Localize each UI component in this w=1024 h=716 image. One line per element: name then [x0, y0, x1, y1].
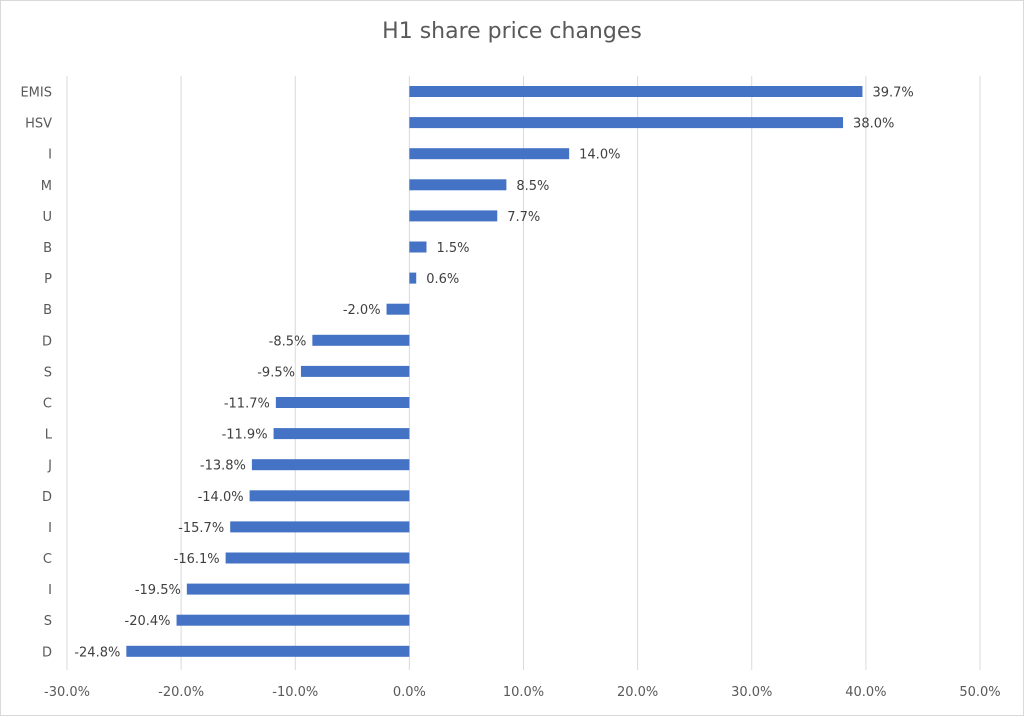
data-label: 0.6% — [426, 272, 459, 287]
category-label: S — [44, 365, 52, 380]
category-label: P — [44, 272, 52, 287]
bar — [409, 210, 498, 222]
bar — [186, 583, 410, 595]
bar — [273, 428, 410, 440]
bar — [409, 179, 507, 191]
x-tick-label: 0.0% — [393, 685, 426, 700]
data-label: -8.5% — [269, 334, 307, 349]
bar — [300, 365, 410, 377]
bar — [409, 117, 844, 129]
x-tick-label: -10.0% — [272, 685, 318, 700]
category-label: I — [48, 521, 52, 536]
category-label: I — [48, 148, 52, 163]
x-tick-label: 10.0% — [503, 685, 544, 700]
data-label: -13.8% — [200, 459, 246, 474]
category-label: C — [43, 552, 52, 567]
category-label: M — [41, 179, 52, 194]
data-label: 7.7% — [507, 210, 540, 225]
category-label: U — [42, 210, 52, 225]
category-label: J — [47, 459, 52, 474]
data-label: -9.5% — [257, 365, 295, 380]
x-tick-label: 20.0% — [617, 685, 658, 700]
data-label: -15.7% — [178, 521, 224, 536]
data-label: -19.5% — [135, 583, 181, 598]
data-label: -24.8% — [74, 645, 120, 660]
data-label: -2.0% — [343, 303, 381, 318]
bar — [225, 552, 410, 564]
bar — [230, 521, 410, 533]
category-label: S — [44, 614, 52, 629]
category-label: D — [42, 334, 52, 349]
bar — [176, 614, 410, 626]
category-label: L — [45, 428, 53, 443]
category-label: I — [48, 583, 52, 598]
category-label: B — [43, 303, 52, 318]
x-tick-label: 40.0% — [845, 685, 886, 700]
data-label: 8.5% — [516, 179, 549, 194]
chart-title: H1 share price changes — [382, 19, 642, 44]
category-label: C — [43, 397, 52, 412]
data-label: -11.7% — [224, 397, 270, 412]
data-label: 39.7% — [872, 86, 913, 101]
x-tick-label: 50.0% — [959, 685, 1000, 700]
data-label: 38.0% — [853, 117, 894, 132]
x-tick-label: -20.0% — [158, 685, 204, 700]
data-label: 1.5% — [436, 241, 469, 256]
bar — [251, 459, 410, 471]
x-tick-label: -30.0% — [44, 685, 90, 700]
data-label: 14.0% — [579, 148, 620, 163]
bar — [312, 334, 410, 346]
data-label: -16.1% — [174, 552, 220, 567]
bar — [275, 397, 410, 408]
bar — [126, 645, 410, 657]
bar — [409, 148, 570, 160]
category-label: HSV — [25, 117, 52, 132]
category-label: D — [42, 645, 52, 660]
category-label: B — [43, 241, 52, 256]
data-label: -11.9% — [222, 428, 268, 443]
bar — [386, 303, 410, 315]
data-label: -20.4% — [125, 614, 171, 629]
data-label: -14.0% — [198, 490, 244, 505]
category-label: EMIS — [20, 86, 52, 101]
x-tick-label: 30.0% — [731, 685, 772, 700]
bar — [409, 241, 427, 253]
bar — [409, 86, 863, 97]
bar — [409, 272, 417, 284]
bar — [249, 490, 410, 502]
category-label: D — [42, 490, 52, 505]
